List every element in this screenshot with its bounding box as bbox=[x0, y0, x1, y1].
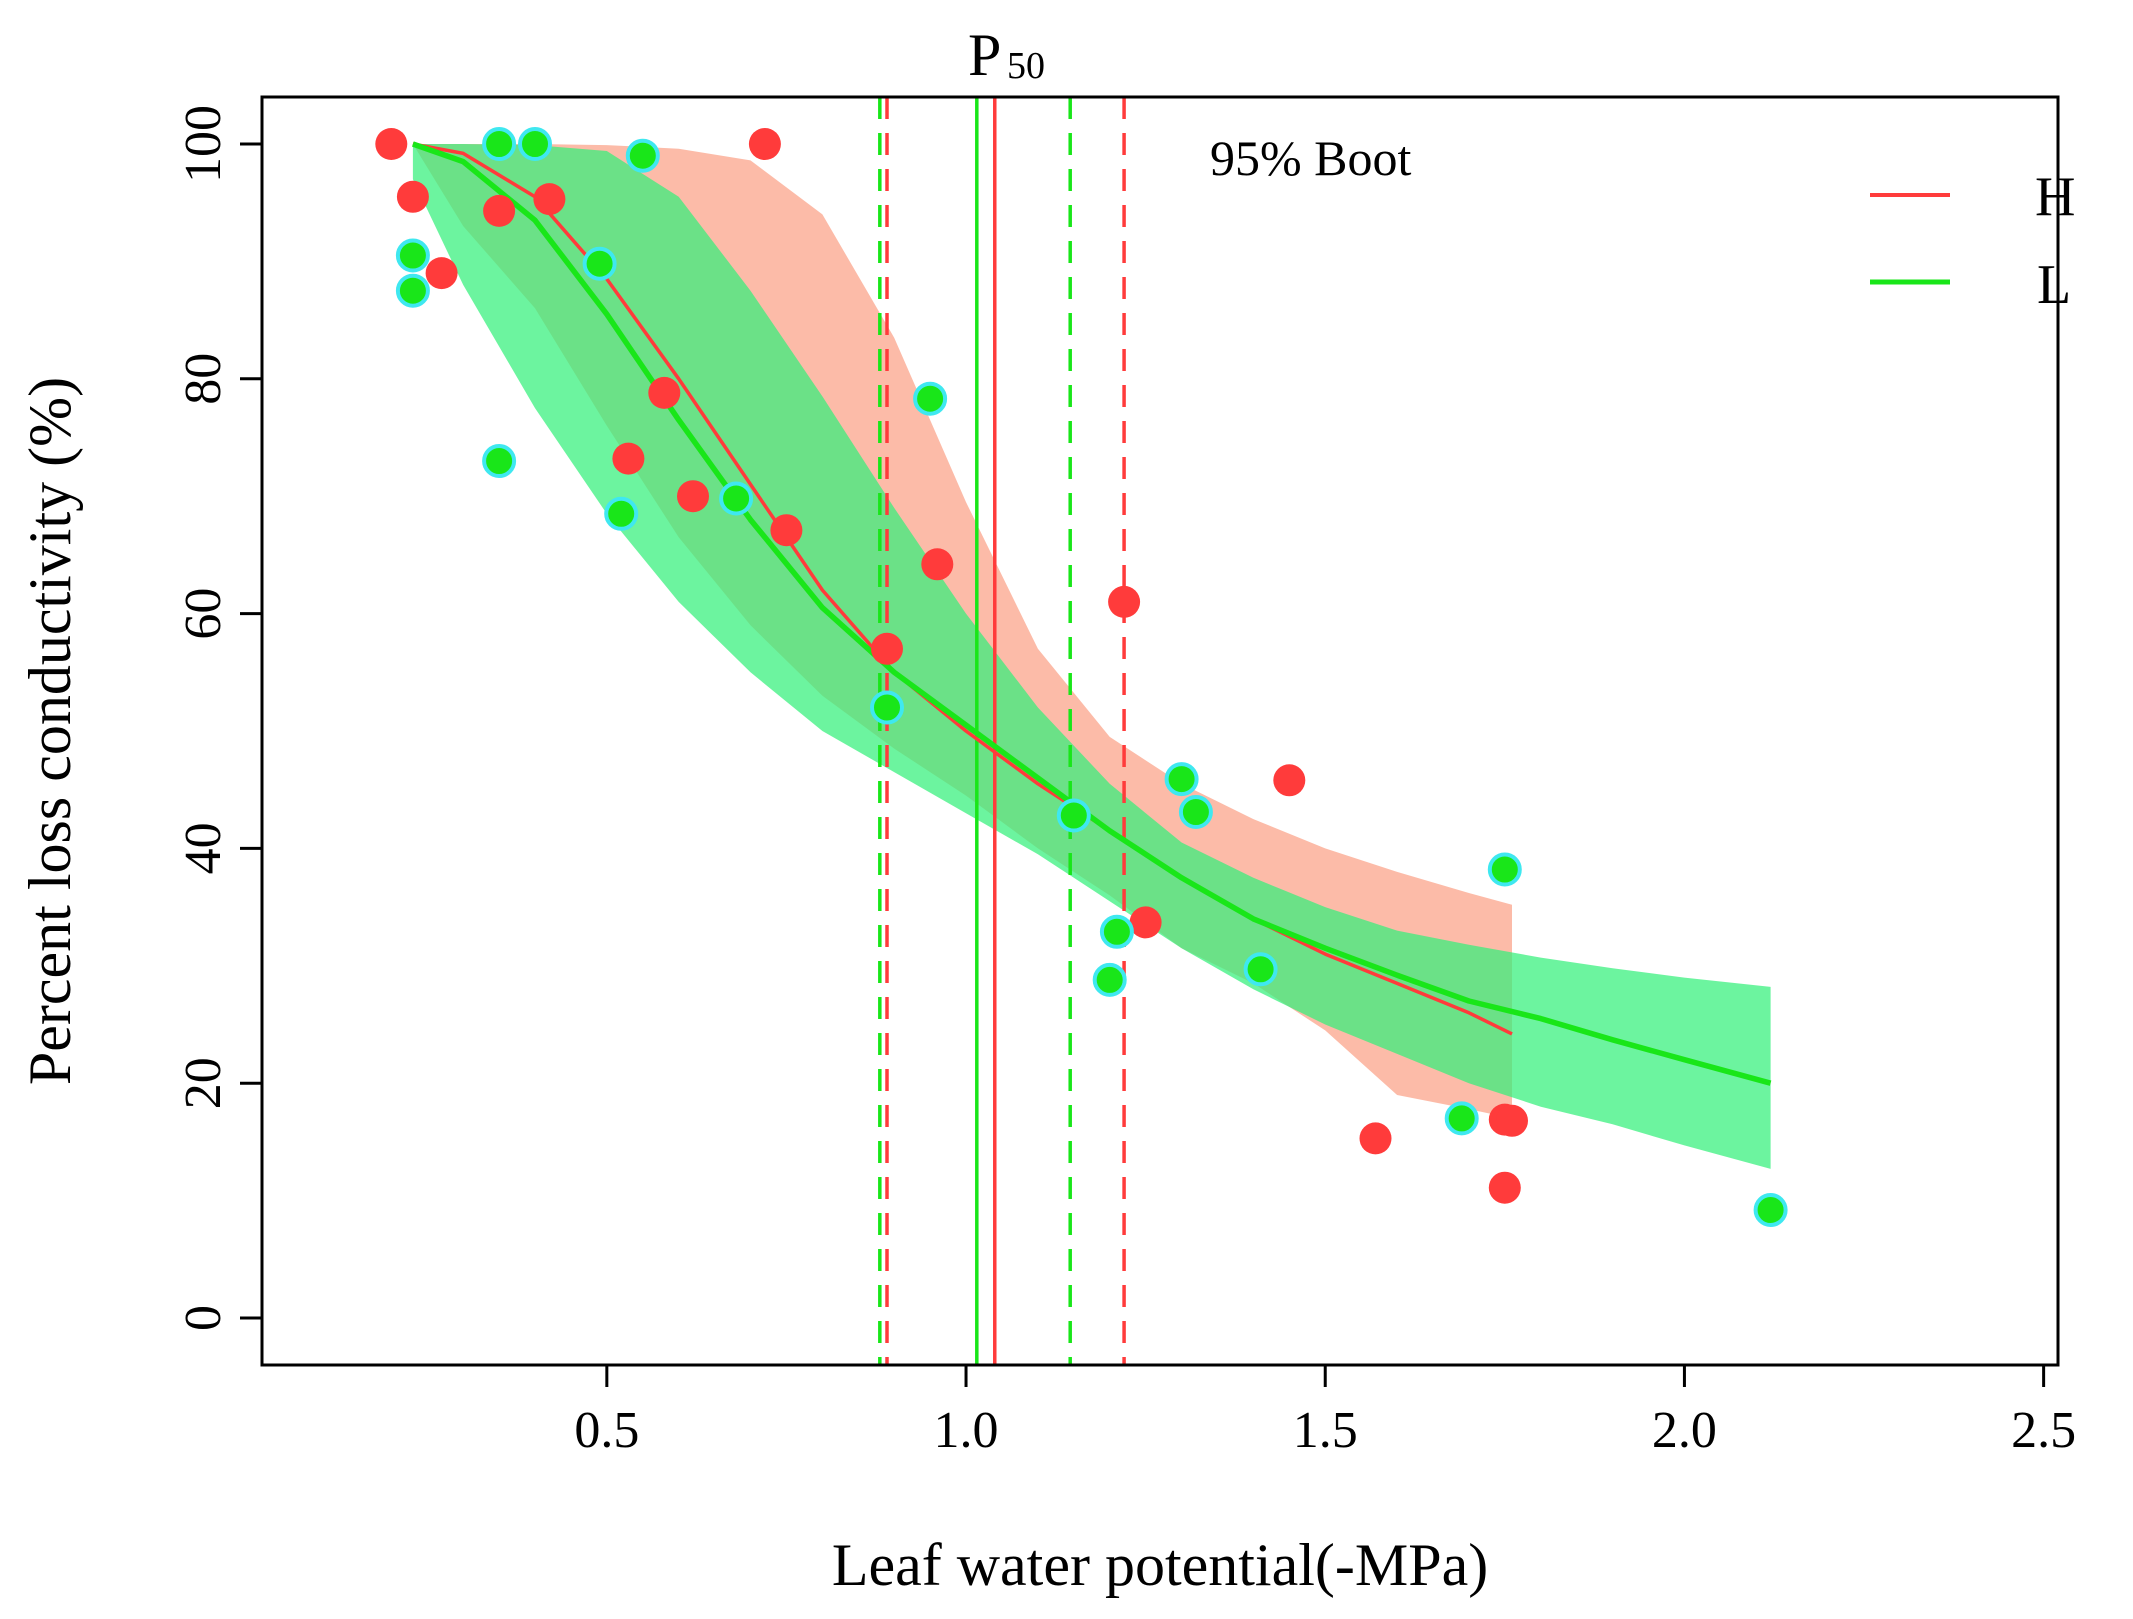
x-axis-title: Leaf water potential(-MPa) bbox=[832, 1532, 1488, 1598]
point-h-6 bbox=[648, 376, 681, 409]
x-tick-label-1.5: 1.5 bbox=[1293, 1402, 1358, 1459]
point-h-11 bbox=[921, 548, 954, 581]
point-l-8 bbox=[719, 481, 754, 516]
point-h-18 bbox=[1488, 1171, 1521, 1204]
point-l-2 bbox=[482, 127, 517, 161]
point-l-12 bbox=[1092, 962, 1127, 997]
point-h-12 bbox=[1108, 585, 1141, 618]
point-l-0 bbox=[395, 238, 430, 273]
point-l-19 bbox=[1753, 1193, 1788, 1227]
point-h-9 bbox=[770, 514, 803, 547]
legend: H L bbox=[1870, 166, 2075, 316]
x-tick-label-2.5: 2.5 bbox=[2011, 1402, 2076, 1459]
point-h-15 bbox=[1359, 1122, 1392, 1155]
point-h-8 bbox=[748, 128, 781, 160]
point-h-2 bbox=[425, 257, 458, 290]
point-l-13 bbox=[1099, 914, 1134, 949]
point-l-11 bbox=[1056, 798, 1091, 833]
p50-label-main: P bbox=[968, 22, 1001, 88]
p50-label: P 50 bbox=[968, 22, 1045, 88]
y-axis: 0 20 40 60 80 100 bbox=[175, 105, 264, 1331]
y-tick-label-100: 100 bbox=[175, 105, 232, 183]
curve-h bbox=[412, 142, 1513, 1036]
y-tick-label-20: 20 bbox=[175, 1057, 232, 1109]
band-l bbox=[412, 144, 1771, 1169]
point-h-4 bbox=[533, 183, 566, 216]
point-h-3 bbox=[483, 194, 516, 227]
point-h-10 bbox=[871, 632, 903, 665]
point-l-18 bbox=[1487, 852, 1522, 887]
point-l-5 bbox=[582, 246, 617, 281]
data-points bbox=[375, 127, 1788, 1227]
point-h-5 bbox=[612, 442, 645, 475]
y-tick-label-0: 0 bbox=[175, 1305, 232, 1331]
point-l-10 bbox=[913, 381, 948, 416]
y-tick-label-80: 80 bbox=[175, 353, 232, 405]
point-h-0 bbox=[375, 128, 408, 160]
bootstrap-annotation: 95% Boot bbox=[1210, 130, 1412, 186]
point-h-14 bbox=[1273, 764, 1306, 797]
p50-reference-lines bbox=[878, 97, 1126, 1365]
x-tick-label-1.0: 1.0 bbox=[934, 1402, 999, 1459]
point-l-17 bbox=[1444, 1101, 1479, 1136]
point-h-1 bbox=[396, 180, 429, 213]
point-h-17 bbox=[1496, 1104, 1528, 1137]
y-axis-title: Percent loss conductivity (%) bbox=[17, 377, 83, 1085]
point-l-7 bbox=[625, 138, 660, 173]
point-l-3 bbox=[482, 444, 517, 478]
point-l-1 bbox=[395, 273, 430, 308]
legend-label-h: H bbox=[2035, 166, 2075, 228]
point-h-7 bbox=[677, 480, 709, 513]
p50-label-subscript: 50 bbox=[1007, 45, 1045, 87]
point-l-6 bbox=[604, 496, 639, 531]
y-tick-label-60: 60 bbox=[175, 588, 232, 640]
x-tick-label-0.5: 0.5 bbox=[574, 1402, 639, 1459]
point-l-4 bbox=[518, 127, 552, 161]
legend-label-l: L bbox=[2037, 254, 2071, 316]
point-l-15 bbox=[1178, 795, 1213, 829]
x-tick-label-2.0: 2.0 bbox=[1652, 1402, 1717, 1459]
confidence-bands bbox=[412, 144, 1771, 1169]
y-tick-label-40: 40 bbox=[175, 822, 232, 874]
point-l-14 bbox=[1164, 762, 1199, 797]
point-h-13 bbox=[1129, 906, 1162, 939]
point-l-9 bbox=[870, 690, 904, 725]
x-axis: 0.5 1.0 1.5 2.0 2.5 bbox=[574, 1363, 2076, 1459]
point-l-16 bbox=[1243, 952, 1278, 987]
